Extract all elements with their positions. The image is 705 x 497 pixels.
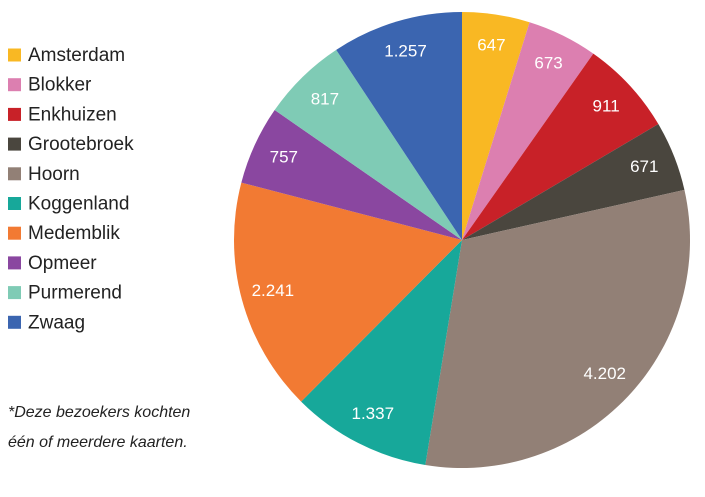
note: *Deze bezoekers kochten bbox=[8, 404, 190, 421]
slice-label: 1.337 bbox=[352, 404, 395, 423]
legend-label: Purmerend bbox=[28, 283, 122, 304]
legend-swatch bbox=[8, 78, 21, 92]
legend-label: Enkhuizen bbox=[28, 104, 117, 125]
slice-label: 673 bbox=[534, 54, 562, 73]
pie-slice bbox=[301, 240, 462, 466]
pie-slice bbox=[336, 12, 462, 240]
legend-label: Blokker bbox=[28, 75, 92, 96]
pie-slice bbox=[462, 124, 685, 240]
legend-swatch bbox=[8, 107, 21, 121]
slice-label: 817 bbox=[311, 89, 339, 108]
legend-swatch bbox=[8, 197, 21, 210]
pie-slice bbox=[241, 110, 462, 240]
legend-swatch bbox=[8, 286, 21, 300]
pie-slice bbox=[274, 49, 462, 240]
pie-slice bbox=[462, 22, 594, 240]
legend-swatch bbox=[8, 48, 21, 62]
legend-label: Zwaag bbox=[28, 312, 85, 333]
pie-slice bbox=[462, 12, 530, 240]
pie-slice bbox=[462, 53, 659, 241]
legend-label: Grootebroek bbox=[28, 134, 134, 155]
slice-label: 911 bbox=[593, 97, 620, 116]
slice-label: 671 bbox=[630, 157, 658, 176]
pie-slice bbox=[425, 189, 690, 469]
legend-swatch bbox=[8, 137, 21, 151]
note: één of meerdere kaarten. bbox=[8, 434, 188, 451]
slice-label: 647 bbox=[477, 36, 505, 55]
slice-label: 2.241 bbox=[252, 281, 295, 300]
slice-label: 4.202 bbox=[583, 364, 626, 383]
legend-label: Koggenland bbox=[28, 194, 129, 215]
legend-swatch bbox=[8, 315, 21, 329]
legend-label: Hoorn bbox=[28, 164, 80, 185]
slice-label: 1.257 bbox=[384, 42, 427, 61]
legend-label: Opmeer bbox=[28, 253, 97, 274]
legend-swatch bbox=[8, 256, 21, 270]
legend-swatch bbox=[8, 167, 21, 181]
pie-slice bbox=[234, 182, 462, 402]
slice-label: 757 bbox=[270, 148, 298, 167]
legend-swatch bbox=[8, 226, 21, 240]
legend-label: Amsterdam bbox=[28, 45, 125, 66]
legend-label: Medemblik bbox=[28, 223, 120, 244]
